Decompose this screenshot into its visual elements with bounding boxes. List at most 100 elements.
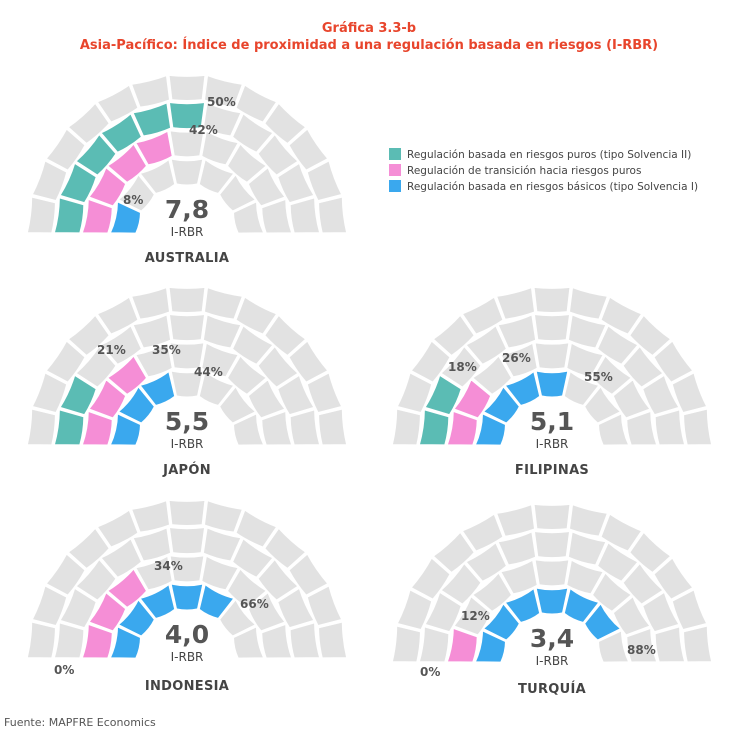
gauge-segment-empty [218, 172, 258, 213]
gauge-segment-empty [621, 344, 665, 389]
legend-label-pure: Regulación basada en riesgos puros (tipo… [407, 149, 691, 161]
gauge-segment-empty [533, 341, 571, 370]
gauge-segment-pure [168, 101, 206, 130]
gauge-segment-empty [130, 286, 171, 321]
gauge-segment-empty [682, 407, 714, 446]
gauge-segment-empty [289, 196, 322, 234]
gauge-share-label-pure: 0% [420, 665, 440, 679]
gauge-segment-empty [25, 195, 57, 234]
gauge-segment-empty [232, 412, 266, 447]
gauge-segment-empty [203, 499, 244, 534]
gauge-segment-transition [452, 377, 492, 420]
gauge-segment-empty [138, 157, 176, 195]
gauge-segment-basic [534, 586, 570, 616]
gauge-segment-empty [567, 313, 608, 350]
gauge-segment-empty [671, 371, 709, 414]
gauge-segment-empty [306, 371, 344, 414]
gauge-segment-empty [409, 556, 452, 601]
gauge-segment-empty [276, 161, 316, 205]
gauge-segment-empty [263, 313, 308, 357]
gauge-share-label-basic: 88% [627, 643, 656, 657]
gauge-segment-empty [218, 597, 258, 638]
gauge-segment-empty [58, 586, 98, 630]
gauge-segment-empty [30, 159, 68, 202]
gauge-country-label: FILIPINAS [515, 463, 589, 478]
figure-number: Gráfica 3.3-b [321, 21, 417, 36]
gauge-segment-empty [116, 172, 156, 213]
gauge-unit-label: I-RBR [536, 654, 569, 668]
gauge-segment-empty [234, 295, 279, 336]
gauge-segment-empty [464, 541, 508, 583]
gauge-segment-empty [496, 530, 537, 567]
gauge-unit-label: I-RBR [171, 437, 204, 451]
gauge-segment-empty [287, 552, 330, 597]
gauge-segment-empty [131, 526, 172, 563]
legend-label-basic: Regulación basada en riesgos básicos (ti… [407, 181, 698, 193]
legend-swatch-basic [389, 180, 401, 192]
gauge-segment-empty [495, 286, 536, 321]
gauge-segment-empty [234, 508, 279, 549]
gauge-segment-basic [473, 412, 507, 447]
gauge-index-value: 7,8 [165, 195, 209, 224]
gauge-segment-pure [417, 408, 450, 446]
gauge-segment-empty [168, 313, 206, 342]
gauge-segment-basic [138, 369, 176, 407]
gauge-segment-empty [495, 503, 536, 538]
gauge-segment-transition [80, 622, 114, 660]
gauge-segment-empty [306, 159, 344, 202]
gauge-segment-empty [431, 530, 476, 574]
gauge-segment-empty [218, 384, 258, 425]
gauge-segment-empty [168, 341, 206, 370]
gauge-segment-empty [169, 369, 205, 399]
gauge-segment-empty [395, 371, 433, 414]
gauge-share-label-pure: 21% [97, 343, 126, 357]
gauge-index-value: 4,0 [165, 620, 209, 649]
gauge-segment-empty [628, 313, 673, 357]
gauge-segment-empty [652, 339, 695, 384]
gauge-segment-empty [202, 313, 243, 350]
gauge-segment-empty [565, 558, 605, 596]
gauge-segment-empty [596, 324, 640, 366]
gauge-segment-empty [130, 499, 171, 534]
gauge-segment-empty [464, 324, 508, 366]
gauge-segment-empty [30, 371, 68, 414]
legend-swatch-pure [389, 148, 401, 160]
gauge-unit-label: I-RBR [171, 225, 204, 239]
gauge-segment-empty [168, 129, 206, 158]
gauge-segment-empty [317, 407, 349, 446]
gauge-share-label-transition: 12% [461, 609, 490, 623]
gauge-segment-empty [452, 594, 492, 637]
gauge-segment-empty [409, 339, 452, 384]
gauge-segment-empty [499, 341, 539, 379]
gauge-segment-empty [168, 554, 206, 583]
gauge-segment-empty [52, 621, 85, 659]
gauge-segment-empty [95, 508, 140, 549]
gauge-share-label-transition: 34% [154, 559, 183, 573]
gauge-segment-basic [481, 601, 521, 642]
chart-legend: Regulación basada en riesgos puros (tipo… [389, 148, 698, 193]
gauge-segment-empty [496, 313, 537, 350]
gauge-segment-transition [105, 354, 148, 396]
source-note: Fuente: MAPFRE Economics [4, 716, 156, 729]
gauge-segment-pure [52, 196, 85, 234]
gauge-segment-empty [169, 157, 205, 187]
gauge-segment-empty [591, 571, 634, 613]
gauge-segment-empty [460, 295, 505, 336]
gauge-segment-empty [641, 373, 681, 417]
chart-title: Asia-Pacífico: Índice de proximidad a un… [79, 38, 659, 53]
gauge-segment-empty [203, 286, 244, 321]
gauge-segment-empty [167, 499, 207, 527]
gauge-segment-empty [431, 313, 476, 357]
legend-label-transition: Regulación de transición hacia riesgos p… [407, 165, 641, 177]
gauge-segment-empty [287, 127, 330, 172]
gauge-country-label: AUSTRALIA [145, 251, 229, 266]
gauge-segment-empty [226, 567, 269, 609]
gauge-segment-empty [563, 369, 601, 407]
gauge-segment-basic [116, 597, 156, 638]
gauge-segment-basic [481, 384, 521, 425]
gauge-segment-transition [87, 590, 127, 633]
gauge-segment-empty [247, 165, 287, 208]
gauge-segment-empty [289, 621, 322, 659]
gauge-segment-empty [276, 586, 316, 630]
gauge-segment-empty [232, 200, 266, 235]
